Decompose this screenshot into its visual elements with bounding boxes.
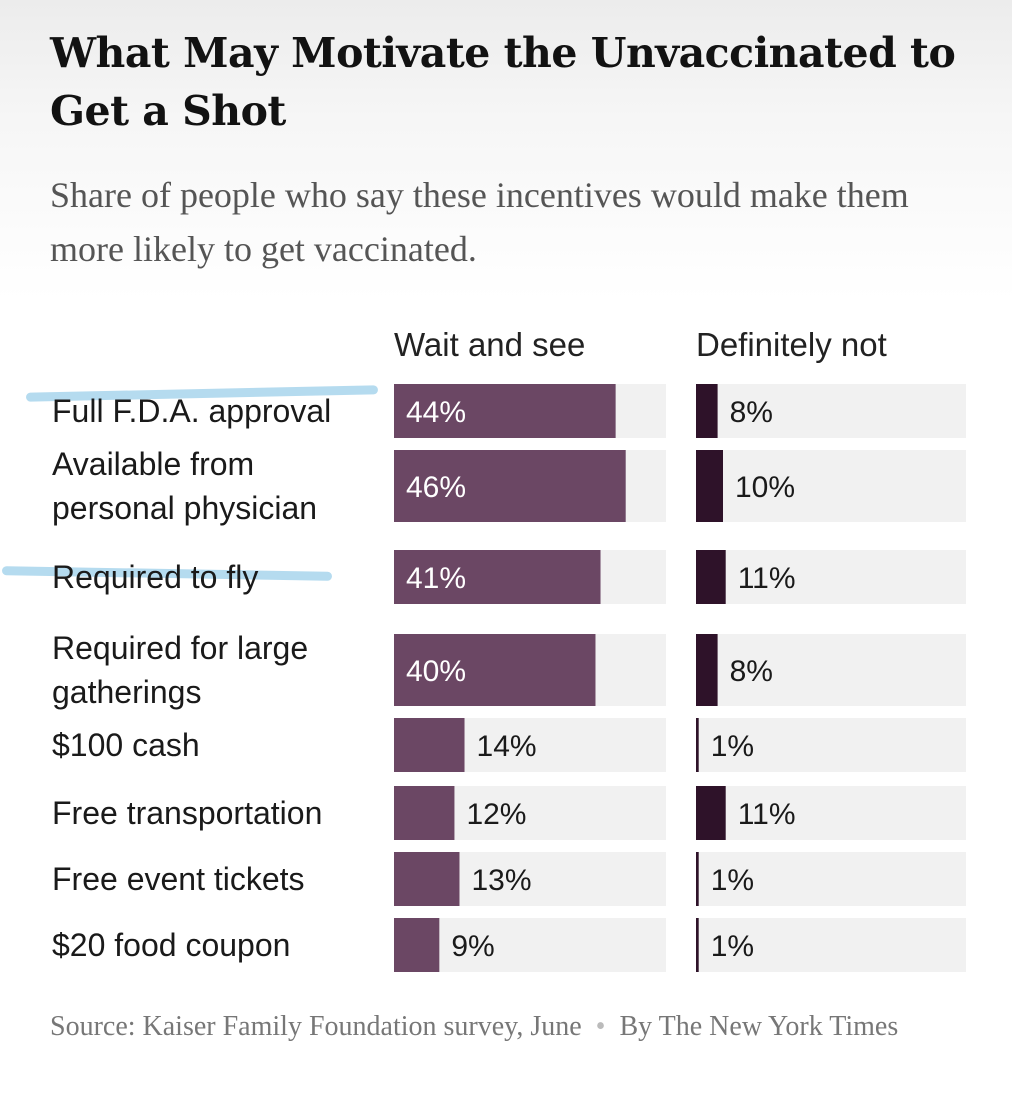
- bar: [696, 550, 726, 604]
- data-label: 13%: [471, 864, 531, 897]
- bar: [696, 918, 699, 972]
- source-text: Source: Kaiser Family Foundation survey,…: [50, 1011, 582, 1042]
- category-label: $20 food coupon: [52, 927, 290, 963]
- data-label: 1%: [711, 864, 754, 897]
- data-label: 12%: [466, 798, 526, 831]
- category-label: personal physician: [52, 490, 317, 526]
- data-label: 41%: [406, 562, 466, 595]
- chart-title: What May Motivate the Unvaccinated to Ge…: [50, 29, 956, 135]
- data-label: 11%: [738, 562, 796, 595]
- data-label: 8%: [730, 655, 773, 688]
- bar-track: [696, 450, 966, 522]
- bar-chart: Full F.D.A. approval 44% 8% Available from p…: [52, 384, 966, 972]
- bar-track: [696, 786, 966, 840]
- bar-track: [696, 550, 966, 604]
- category-label: gatherings: [52, 674, 201, 710]
- bar: [394, 918, 440, 972]
- category-label: Required for large: [52, 630, 308, 666]
- data-label: 40%: [406, 655, 466, 688]
- category-label: Full F.D.A. approval: [52, 393, 331, 429]
- bar: [696, 450, 723, 522]
- data-label: 11%: [738, 798, 796, 831]
- data-label: 46%: [406, 471, 466, 504]
- bar-track: [696, 852, 966, 906]
- column-header-wait-and-see: Wait and see: [394, 326, 586, 363]
- bar: [394, 450, 626, 522]
- data-label: 9%: [451, 930, 494, 963]
- bar: [394, 550, 601, 604]
- bar: [394, 634, 596, 706]
- data-label: 10%: [735, 471, 795, 504]
- source-note: Source: Kaiser Family Foundation survey,…: [50, 1004, 970, 1050]
- data-label: 44%: [406, 396, 466, 429]
- bar: [696, 634, 718, 706]
- chart-subtitle: Share of people who say these incentives…: [50, 175, 909, 269]
- bar-track: [696, 918, 966, 972]
- bar: [696, 718, 699, 772]
- bar: [394, 852, 460, 906]
- category-label: Free event tickets: [52, 861, 305, 897]
- category-label: Required to fly: [52, 559, 258, 595]
- bar: [696, 384, 718, 438]
- bar: [696, 786, 726, 840]
- bar: [394, 786, 455, 840]
- bar: [696, 852, 699, 906]
- byline-text: By The New York Times: [619, 1011, 899, 1042]
- bar-track: [696, 634, 966, 706]
- separator-dot-icon: •: [595, 1011, 606, 1042]
- category-label: $100 cash: [52, 727, 200, 763]
- bar: [394, 718, 465, 772]
- bar: [394, 384, 616, 438]
- data-label: 14%: [477, 730, 537, 763]
- category-label: Free transportation: [52, 795, 322, 831]
- column-header-definitely-not: Definitely not: [696, 326, 887, 363]
- bar-track: [696, 718, 966, 772]
- data-label: 1%: [711, 930, 754, 963]
- data-label: 1%: [711, 730, 754, 763]
- category-label: Available from: [52, 446, 254, 482]
- data-label: 8%: [730, 396, 773, 429]
- bar-track: [696, 384, 966, 438]
